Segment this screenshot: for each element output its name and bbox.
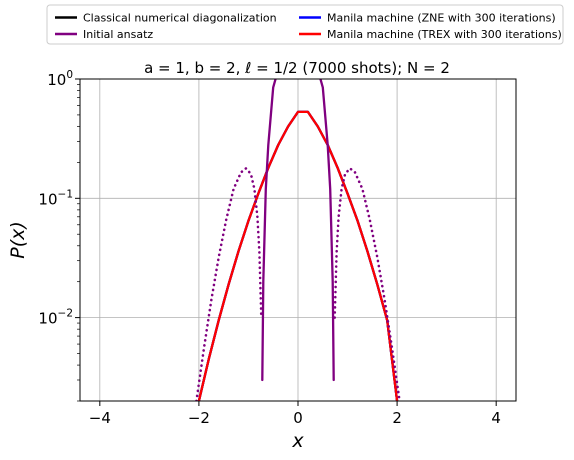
x-tick-label: −4 (89, 409, 111, 427)
y-tick-label: 10−2 (38, 308, 73, 328)
y-axis-label: P(x) (7, 221, 29, 259)
legend-entry-3: Manila machine (TREX with 300 iterations… (299, 28, 562, 41)
x-tick-label: −2 (188, 409, 210, 427)
x-tick-label: 2 (392, 409, 402, 427)
x-axis-label: x (291, 430, 304, 452)
legend: Classical numerical diagonalization Init… (46, 4, 564, 45)
legend-frame (46, 4, 564, 45)
series-layer (195, 79, 401, 401)
series-line-3 (261, 79, 335, 382)
legend-label-2: Manila machine (ZNE with 300 iterations) (327, 12, 556, 25)
legend-entry-0: Classical numerical diagonalization (55, 12, 277, 25)
grid (80, 78, 516, 401)
x-tick-label: 0 (293, 409, 303, 427)
x-tick-label: 4 (491, 409, 501, 427)
chart-title: a = 1, b = 2, ℓ = 1/2 (7000 shots); N = … (144, 59, 450, 77)
legend-label-0: Classical numerical diagonalization (83, 12, 277, 25)
legend-entry-1: Initial ansatz (55, 28, 153, 41)
legend-label-3: Manila machine (TREX with 300 iterations… (327, 28, 562, 41)
legend-label-1: Initial ansatz (83, 28, 153, 41)
series-line-5 (333, 167, 401, 401)
legend-entry-2: Manila machine (ZNE with 300 iterations) (299, 12, 556, 25)
series-line-4 (195, 167, 263, 401)
ticks: −4 −2 0 2 4 10−2 10−1 100 (38, 69, 501, 427)
y-tick-label: 10−1 (38, 188, 73, 208)
y-tick-label: 100 (47, 69, 73, 89)
series-line-2 (197, 110, 399, 401)
